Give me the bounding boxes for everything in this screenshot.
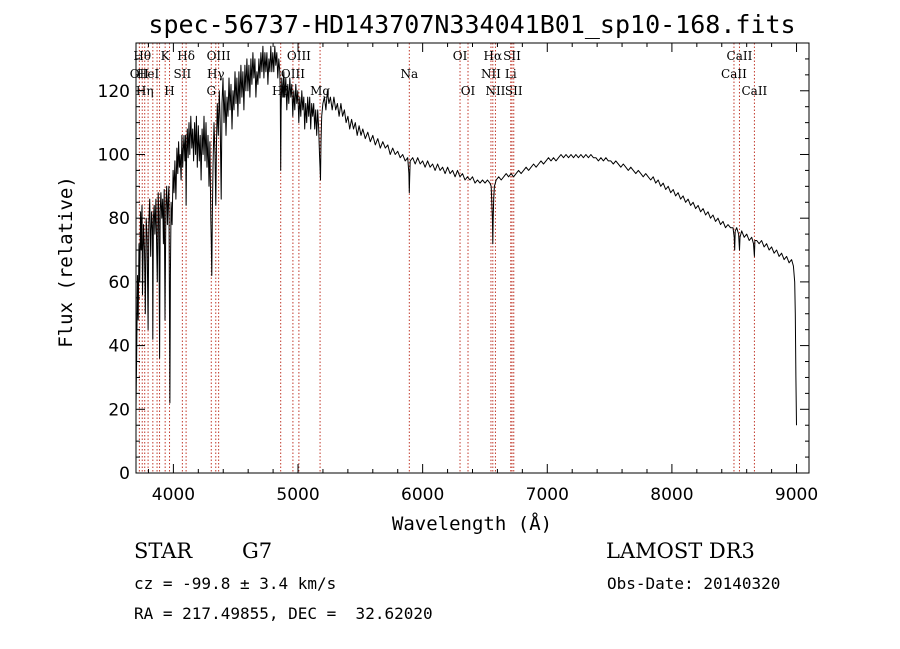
object-subclass: G7 bbox=[242, 539, 272, 563]
object-class: STAR bbox=[134, 539, 193, 563]
y-tick-label: 100 bbox=[98, 145, 130, 165]
line-label: CaII bbox=[727, 49, 753, 63]
line-label: H bbox=[164, 84, 174, 98]
line-label: Hδ bbox=[177, 49, 195, 63]
x-axis-label: Wavelength (Å) bbox=[392, 512, 552, 535]
y-tick-label: 40 bbox=[108, 337, 130, 357]
line-label: OIII bbox=[207, 49, 231, 63]
y-tick-label: 80 bbox=[108, 209, 130, 229]
line-label: Hα bbox=[484, 49, 503, 63]
spectral-line-labels: OIIHθHηHeIKHSIIHδGHγOIIIHβOIIIOIIIMgNaOI… bbox=[130, 49, 768, 98]
line-label: HeI bbox=[137, 67, 160, 81]
line-label: SII bbox=[503, 49, 521, 63]
line-label: OIII bbox=[281, 67, 305, 81]
y-tick-label: 60 bbox=[108, 273, 130, 293]
observation-date: Obs-Date: 20140320 bbox=[607, 574, 780, 593]
x-axis: 4000 5000 6000 7000 8000 9000 bbox=[147, 43, 818, 505]
y-tick-label: 120 bbox=[98, 82, 130, 102]
line-label: Hθ bbox=[133, 49, 151, 63]
line-label: CaII bbox=[741, 84, 767, 98]
line-label: Li bbox=[505, 67, 517, 81]
y-tick-label: 0 bbox=[119, 464, 130, 484]
line-label: CaII bbox=[721, 67, 747, 81]
chart-title: spec-56737-HD143707N334041B01_sp10-168.f… bbox=[148, 10, 795, 39]
line-label: Hγ bbox=[207, 67, 225, 81]
line-label: Mg bbox=[310, 84, 330, 98]
x-tick-label: 5000 bbox=[276, 485, 319, 505]
spectrum-series bbox=[135, 45, 797, 426]
line-label: OI bbox=[461, 84, 476, 98]
line-label: NII bbox=[485, 84, 505, 98]
x-tick-label: 6000 bbox=[401, 485, 444, 505]
line-label: NII bbox=[481, 67, 501, 81]
line-label: G bbox=[206, 84, 216, 98]
redshift-velocity: cz = -99.8 ± 3.4 km/s bbox=[134, 574, 336, 593]
y-tick-label: 20 bbox=[108, 400, 130, 420]
series-line-flux bbox=[135, 45, 797, 426]
line-label: OIII bbox=[287, 49, 311, 63]
line-label: OII bbox=[130, 67, 150, 81]
survey-name: LAMOST DR3 bbox=[606, 539, 755, 563]
line-label: SII bbox=[505, 84, 523, 98]
line-label: K bbox=[161, 49, 171, 63]
x-tick-label: 4000 bbox=[152, 485, 195, 505]
x-tick-label: 9000 bbox=[775, 485, 818, 505]
spectral-line-markers bbox=[138, 43, 755, 473]
y-axis-label: Flux (relative) bbox=[55, 176, 77, 348]
sky-coordinates: RA = 217.49855, DEC = 32.62020 bbox=[134, 604, 433, 623]
y-axis: 0 20 40 60 80 100 120 bbox=[98, 58, 809, 484]
line-label: OI bbox=[453, 49, 468, 63]
line-label: SII bbox=[174, 67, 192, 81]
plot-frame bbox=[135, 42, 810, 474]
x-tick-label: 7000 bbox=[526, 485, 569, 505]
line-label: Na bbox=[400, 67, 418, 81]
x-tick-label: 8000 bbox=[650, 485, 693, 505]
